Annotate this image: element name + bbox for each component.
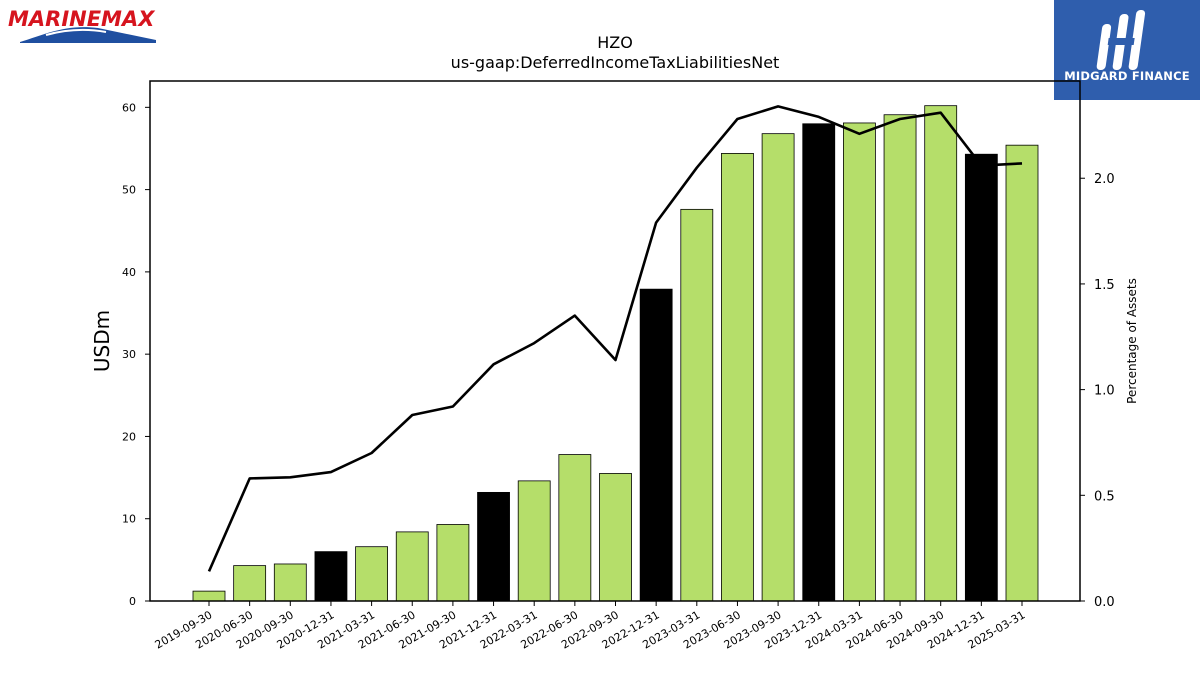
y2-tick-label: 1.5 [1094,278,1115,293]
bar-2020-09-30 [273,563,307,602]
chart-subtitle: us-gaap:DeferredIncomeTaxLiabilitiesNet [451,53,780,72]
bar-2023-12-31 [802,123,836,602]
bar-2024-06-30 [883,114,917,602]
y-tick-label: 0 [129,595,136,608]
bar-2020-06-30 [233,565,267,602]
y2-tick-label: 0.0 [1094,595,1115,610]
marinemax-logo-text: MARINEMAX [8,7,156,31]
bar-2021-06-30 [395,531,429,602]
y2-tick-label: 2.0 [1094,172,1115,187]
y-tick-label: 40 [122,266,136,279]
percentage-line [207,105,1023,572]
right-axis: 0.0 0.5 1.0 1.5 2.0 [1080,172,1115,610]
bar-2022-06-30 [558,454,592,602]
bar-2023-03-31 [680,208,714,602]
bar-2019-09-30 [192,590,226,602]
bar-2023-06-30 [721,153,754,602]
bar-2025-03-31 [1005,144,1039,602]
bar-2022-03-31 [517,480,551,602]
bar-2023-09-30 [761,133,795,602]
bar-2024-12-31 [964,153,998,602]
bars-layer [192,105,1039,602]
y-tick-label: 60 [122,101,136,114]
y-axis-label: USDm [90,310,114,372]
midgard-finance-logo: MIDGARD FINANCE [1054,0,1200,100]
bar-2024-03-31 [843,122,876,602]
y2-axis-label: Percentage of Assets [1125,278,1139,404]
midgard-emblem-icon [1096,10,1146,70]
bar-2021-12-31 [477,491,510,602]
marinemax-logo: MARINEMAX [6,4,166,48]
bar-2022-09-30 [599,473,632,602]
y2-tick-label: 0.5 [1094,489,1115,504]
y-tick-label: 50 [122,184,136,197]
y2-tick-label: 1.0 [1094,384,1115,399]
y-tick-label: 30 [122,348,136,361]
bar-2021-03-31 [355,546,389,602]
x-axis: 2019-09-302020-06-302020-09-302020-12-31… [153,601,1028,652]
bar-2024-09-30 [924,105,958,602]
line-layer [207,105,1023,572]
chart-title: HZO [597,33,633,52]
bar-2022-12-31 [639,288,673,602]
left-axis: 0 10 20 30 40 50 60 [122,101,150,608]
y-tick-label: 20 [122,430,136,443]
midgard-finance-name: MIDGARD FINANCE [1064,69,1190,83]
y-tick-label: 10 [122,513,136,526]
bar-2021-09-30 [436,524,470,602]
bar-2020-12-31 [314,551,348,602]
